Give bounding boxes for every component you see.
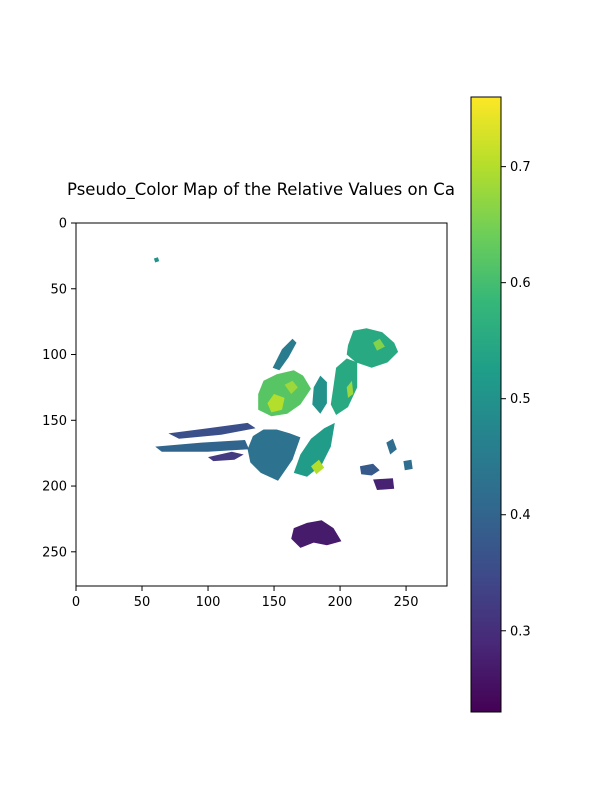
- heatmap-region: [291, 520, 342, 548]
- x-tick-label: 100: [196, 595, 221, 610]
- x-tick-label: 200: [328, 595, 353, 610]
- heatmap-region: [168, 422, 256, 439]
- x-axis: 0 50 100 150 200 250: [72, 586, 419, 610]
- heatmap-highlight: [346, 380, 354, 398]
- heatmap-region: [293, 422, 335, 477]
- heatmap-regions: [153, 257, 413, 548]
- y-tick-label: 150: [42, 414, 67, 429]
- colorbar-tick-label: 0.7: [510, 160, 531, 175]
- colorbar: [470, 96, 502, 713]
- heatmap-region: [346, 328, 399, 368]
- y-tick-label: 0: [59, 217, 67, 232]
- heatmap-highlight: [284, 380, 298, 394]
- colorbar-tick-label: 0.5: [510, 392, 531, 407]
- y-axis: 0 50 100 150 200 250: [42, 217, 76, 560]
- colorbar-tick-label: 0.3: [510, 624, 531, 639]
- heatmap-highlight: [267, 394, 285, 413]
- y-tick-label: 250: [42, 545, 67, 560]
- heatmap-region: [272, 338, 297, 371]
- heatmap-region: [359, 463, 380, 476]
- colorbar-tick-label: 0.6: [510, 276, 531, 291]
- y-tick-label: 100: [42, 348, 67, 363]
- heatmap-region: [247, 429, 301, 481]
- x-tick-label: 150: [262, 595, 287, 610]
- heatmap-region: [258, 370, 311, 417]
- heatmap-region: [373, 478, 395, 490]
- y-tick-label: 50: [50, 282, 67, 297]
- heatmap-region: [153, 257, 160, 263]
- chart-title: Pseudo_Color Map of the Relative Values …: [67, 180, 455, 200]
- plot-frame: [75, 222, 448, 587]
- colorbar-ticks: 0.3 0.4 0.5 0.6 0.7: [501, 160, 531, 639]
- heatmap-region: [330, 358, 358, 415]
- x-tick-label: 50: [134, 595, 151, 610]
- heatmap-region: [312, 375, 327, 414]
- y-tick-label: 200: [42, 480, 67, 495]
- heatmap-region: [155, 440, 249, 452]
- x-tick-label: 250: [394, 595, 419, 610]
- colorbar-tick-label: 0.4: [510, 508, 531, 523]
- x-tick-label: 0: [72, 595, 80, 610]
- heatmap-highlight: [311, 459, 325, 475]
- heatmap-region: [386, 438, 397, 455]
- heatmap-highlight: [373, 338, 385, 351]
- heatmap-region: [403, 459, 413, 471]
- heatmap-region: [208, 451, 244, 462]
